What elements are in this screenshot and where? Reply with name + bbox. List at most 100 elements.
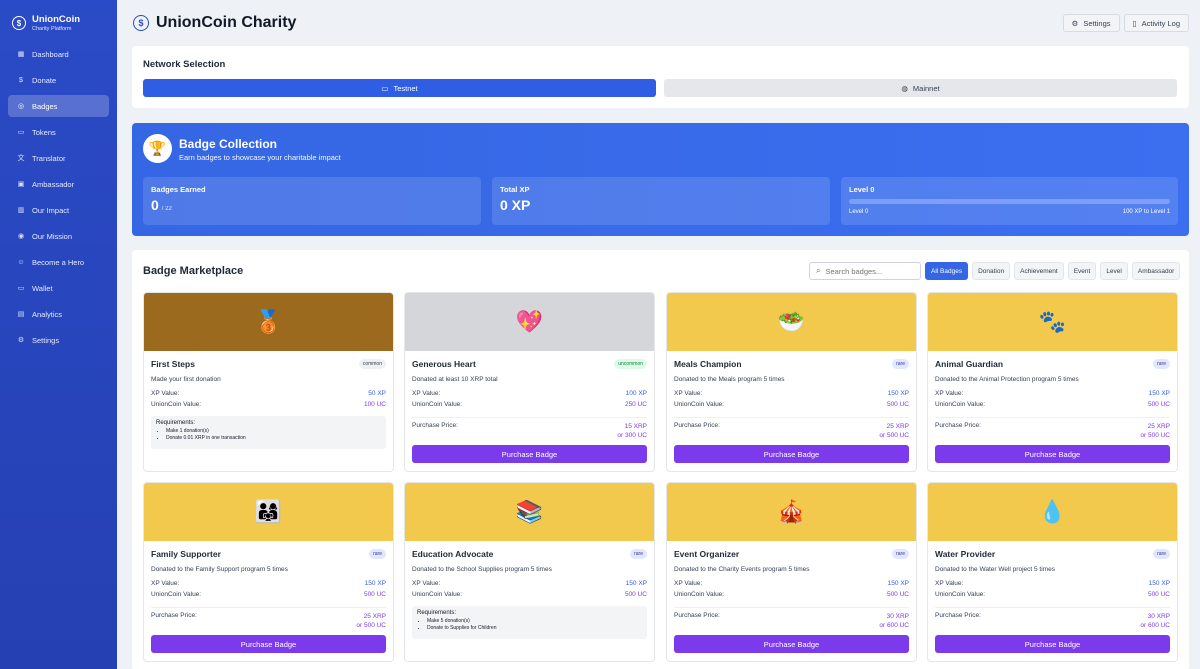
page-title: UnionCoin Charity — [156, 14, 297, 31]
price-label: Purchase Price: — [935, 612, 981, 619]
purchase-badge-button[interactable]: Purchase Badge — [935, 635, 1170, 653]
purchase-badge-button[interactable]: Purchase Badge — [935, 445, 1170, 463]
badge-image: 💧 — [928, 483, 1177, 541]
level-progress-bar — [849, 199, 1170, 204]
badge-image: 🎪 — [667, 483, 916, 541]
sidebar-item-ambassador[interactable]: ▣ Ambassador — [8, 173, 109, 195]
sidebar-item-our-mission[interactable]: ◉ Our Mission — [8, 225, 109, 247]
requirements-title: Requirements: — [156, 420, 196, 426]
price-xrp: 30 XRP — [886, 613, 909, 620]
xp-label: XP Value: — [674, 580, 703, 587]
sidebar-item-label: Our Impact — [32, 205, 70, 215]
badge-image: 💖 — [405, 293, 654, 351]
globe-icon: ◍ — [901, 83, 908, 93]
sidebar-item-wallet[interactable]: ▭ Wallet — [8, 277, 109, 299]
badge-emoji-icon: 👨‍👩‍👧 — [254, 499, 283, 524]
badge-description: Donated to the Water Well project 5 time… — [935, 566, 1055, 573]
gear-icon: ⚙ — [17, 337, 25, 344]
uc-value: 500 UC — [1147, 591, 1170, 598]
brand-subtitle: Charity Platform — [32, 25, 72, 32]
price-xrp: 25 XRP — [886, 423, 909, 430]
badge-description: Donated to the Family Support program 5 … — [151, 566, 288, 573]
filter-achievement[interactable]: Achievement — [1014, 262, 1064, 280]
filter-all-badges[interactable]: All Badges — [925, 262, 969, 280]
uc-value: 500 UC — [1147, 401, 1170, 408]
requirement-item: Donate 0.01 XRP in one transaction — [166, 435, 381, 442]
badge-emoji-icon: 💖 — [515, 309, 544, 334]
total-xp-label: Total XP — [500, 185, 530, 194]
uc-label: UnionCoin Value: — [412, 401, 463, 408]
filter-ambassador[interactable]: Ambassador — [1131, 262, 1181, 280]
network-title: Network Selection — [143, 59, 226, 70]
price-label: Purchase Price: — [412, 422, 458, 429]
rarity-badge: uncommon — [614, 359, 647, 369]
uc-label: UnionCoin Value: — [412, 591, 463, 598]
sidebar-item-become-a-hero[interactable]: ☺ Become a Hero — [8, 251, 109, 273]
price-xrp: 25 XRP — [363, 613, 386, 620]
search-input[interactable] — [825, 266, 912, 276]
filter-level[interactable]: Level — [1100, 262, 1128, 280]
uc-label: UnionCoin Value: — [151, 401, 202, 408]
sidebar-item-label: Our Mission — [32, 231, 73, 241]
level-stat: Level 0 Level 0 100 XP to Level 1 — [841, 177, 1178, 225]
filter-donation[interactable]: Donation — [972, 262, 1011, 280]
uc-value: 500 UC — [886, 401, 909, 408]
brand-name: UnionCoin — [32, 13, 81, 25]
uc-label: UnionCoin Value: — [935, 401, 986, 408]
divider — [674, 417, 909, 418]
price-label: Purchase Price: — [935, 422, 981, 429]
sidebar-item-label: Tokens — [32, 127, 56, 137]
purchase-badge-button[interactable]: Purchase Badge — [674, 445, 909, 463]
sidebar-item-label: Become a Hero — [32, 257, 85, 267]
settings-button[interactable]: ⚙ Settings — [1062, 14, 1120, 32]
card-icon: ▭ — [17, 129, 25, 136]
testnet-button[interactable]: ▭ Testnet — [143, 79, 656, 97]
badge-card: 💖 Generous Heart uncommon Donated at least … — [404, 292, 655, 472]
sidebar-item-badges[interactable]: ◎ Badges — [8, 95, 109, 117]
level-label: Level 0 — [849, 185, 875, 194]
mainnet-button[interactable]: ◍ Mainnet — [664, 79, 1177, 97]
xp-label: XP Value: — [412, 580, 441, 587]
purchase-badge-button[interactable]: Purchase Badge — [412, 445, 647, 463]
rarity-badge: rare — [369, 549, 386, 559]
sidebar-item-settings[interactable]: ⚙ Settings — [8, 329, 109, 351]
sidebar-item-dashboard[interactable]: ▦ Dashboard — [8, 43, 109, 65]
uc-value: 500 UC — [363, 591, 386, 598]
target-icon: ◉ — [17, 233, 25, 240]
earned-count: 0 — [151, 197, 159, 213]
rarity-badge: rare — [630, 549, 647, 559]
badge-description: Donated at least 10 XRP total — [412, 376, 498, 383]
sidebar-item-our-impact[interactable]: ▥ Our Impact — [8, 199, 109, 221]
price-uc: or 600 UC — [879, 622, 909, 629]
search-box[interactable]: ⌕ — [809, 262, 921, 280]
sidebar-item-label: Analytics — [32, 309, 63, 319]
filter-event[interactable]: Event — [1067, 262, 1097, 280]
sidebar-item-donate[interactable]: $ Donate — [8, 69, 109, 91]
gear-icon: ⚙ — [1071, 18, 1079, 28]
xp-value: 100 XP — [625, 390, 647, 397]
badge-name: First Steps — [151, 359, 195, 369]
sidebar-item-label: Wallet — [32, 283, 53, 293]
divider — [674, 607, 909, 608]
xp-value: 150 XP — [1148, 580, 1170, 587]
activity-log-button[interactable]: ▯ Activity Log — [1123, 14, 1189, 32]
brand: $ UnionCoin Charity Platform — [0, 0, 117, 36]
sidebar-item-tokens[interactable]: ▭ Tokens — [8, 121, 109, 143]
price-label: Purchase Price: — [674, 422, 720, 429]
divider — [935, 417, 1170, 418]
sidebar-item-translator[interactable]: 文 Translator — [8, 147, 109, 169]
translate-icon: 文 — [17, 155, 25, 162]
purchase-badge-button[interactable]: Purchase Badge — [674, 635, 909, 653]
badge-name: Animal Guardian — [935, 359, 1004, 369]
price-uc: or 500 UC — [356, 622, 386, 629]
sidebar-item-analytics[interactable]: ▤ Analytics — [8, 303, 109, 325]
sidebar-item-label: Ambassador — [32, 179, 75, 189]
badge-emoji-icon: 🎪 — [777, 499, 806, 524]
rarity-badge: rare — [892, 549, 909, 559]
purchase-badge-button[interactable]: Purchase Badge — [151, 635, 386, 653]
badge-collection: 🏆 Badge Collection Earn badges to showca… — [132, 123, 1189, 236]
analytics-icon: ▤ — [17, 311, 25, 318]
badge-name: Generous Heart — [412, 359, 476, 369]
xp-value: 50 XP — [368, 390, 386, 397]
badge-description: Donated to the School Supplies program 5… — [412, 566, 552, 573]
